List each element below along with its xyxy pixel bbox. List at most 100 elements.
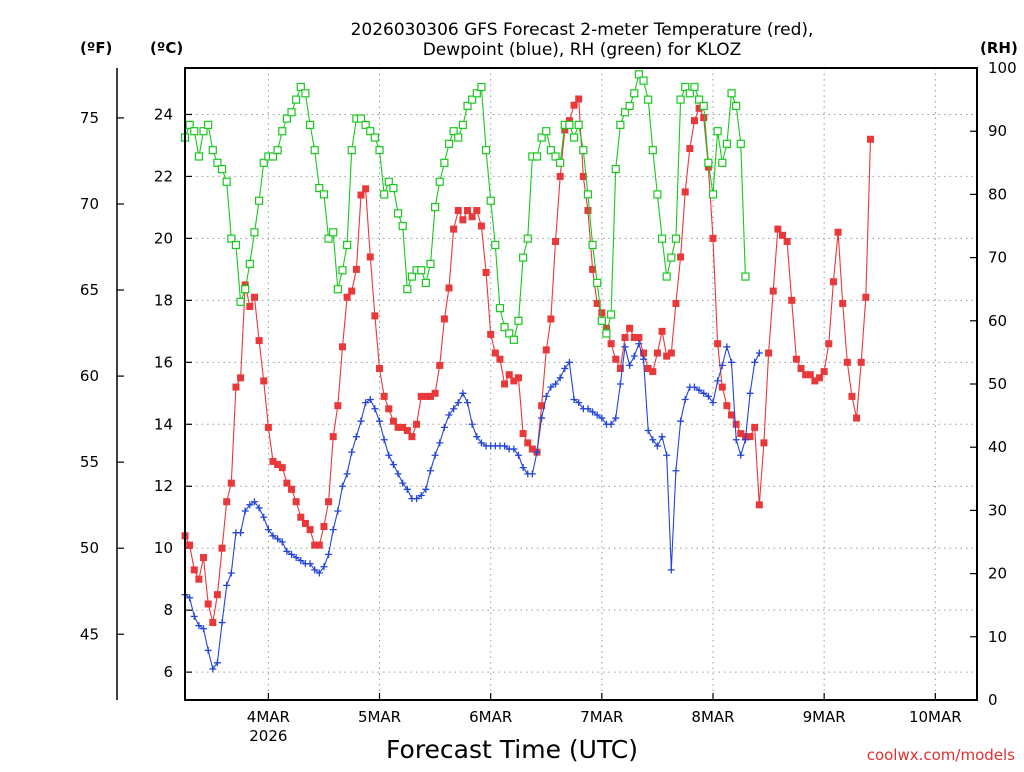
rh-point	[296, 82, 305, 92]
2-meter-temperature-point	[501, 380, 509, 388]
rh-point	[662, 272, 671, 281]
rh-point	[333, 285, 342, 294]
2-meter-temperature-point	[765, 349, 773, 357]
2-meter-temperature-point	[278, 464, 286, 472]
2-meter-temperature-point	[477, 222, 485, 230]
2-meter-temperature-point	[232, 383, 240, 391]
2-meter-temperature-point	[760, 439, 768, 447]
rh-point	[477, 82, 486, 92]
dewpoint-point	[320, 563, 328, 571]
2-meter-temperature-point	[422, 392, 430, 400]
dewpoint-point	[385, 451, 393, 459]
2-meter-temperature-point	[538, 402, 546, 410]
rh-point	[421, 278, 430, 287]
2-meter-temperature-point	[459, 216, 467, 224]
dewpoint-point	[334, 507, 342, 515]
dewpoint-point	[616, 380, 624, 388]
2-meter-temperature-point	[737, 430, 745, 438]
rh-point	[509, 335, 518, 344]
rh-point	[630, 89, 639, 98]
rh-point	[398, 221, 407, 231]
time-tick-label: 4MAR	[247, 708, 290, 726]
2-meter-temperature-point	[260, 377, 268, 385]
dewpoint-point	[255, 504, 263, 512]
rh-point	[213, 158, 222, 167]
dewpoint-point	[237, 529, 245, 537]
rh-point	[532, 152, 542, 161]
series-dewpoint	[181, 340, 763, 673]
2-meter-temperature-point	[528, 445, 536, 453]
dewpoint-point	[283, 547, 291, 555]
2-meter-temperature-point	[394, 423, 402, 431]
rh-point	[454, 133, 463, 142]
rh-point	[435, 177, 444, 186]
2-meter-temperature-point	[246, 303, 254, 311]
2-meter-temperature-point	[556, 172, 564, 180]
dewpoint-point	[227, 569, 235, 577]
rh-point	[695, 95, 704, 104]
2-meter-temperature-point	[672, 299, 680, 307]
2-meter-temperature-point	[690, 117, 698, 125]
rh-point	[583, 190, 593, 199]
rh-point	[625, 101, 634, 111]
2-meter-temperature-point	[426, 392, 434, 400]
rh-point	[644, 95, 653, 104]
2-meter-temperature-point	[338, 343, 346, 351]
dewpoint-point	[709, 399, 717, 407]
2-meter-temperature-point	[403, 426, 411, 434]
dewpoint-point	[315, 569, 323, 577]
dewpoint-point	[589, 408, 597, 416]
dewpoint-point	[746, 389, 754, 397]
celsius-tick-labels: 6 8 10 12 14 16 18 20 22 24	[154, 105, 192, 681]
dewpoint-point	[371, 405, 379, 413]
x-axis-title: Forecast Time (UTC)	[386, 735, 638, 764]
rh-tick-label: 40	[988, 438, 1007, 456]
rh-point	[444, 139, 454, 148]
rh-point	[569, 133, 579, 142]
2-meter-temperature-point	[223, 498, 231, 506]
dewpoint-point	[667, 566, 675, 574]
2-meter-temperature-point	[769, 287, 777, 295]
rh-tick-label: 60	[988, 312, 1007, 330]
2-meter-temperature-point	[255, 337, 263, 345]
celsius-tick-label: 10	[154, 539, 173, 557]
2-meter-temperature-point	[862, 293, 870, 301]
rh-point	[315, 183, 324, 193]
time-tick-label: 10MAR	[909, 708, 962, 726]
rh-tick-label: 30	[988, 501, 1007, 519]
dewpoint-point	[635, 340, 643, 348]
rh-point	[217, 165, 227, 174]
rh-point	[685, 89, 694, 98]
credit-link[interactable]: coolwx.com/models	[867, 746, 1015, 764]
rh-point	[505, 329, 514, 338]
dewpoint-point	[450, 405, 458, 413]
dewpoint-point	[278, 538, 286, 546]
dewpoint-point	[640, 355, 648, 363]
dewpoint-point	[250, 498, 258, 506]
rh-point	[648, 146, 657, 155]
2-meter-temperature-point	[570, 101, 578, 109]
celsius-tick-label: 6	[163, 663, 173, 681]
2-meter-temperature-point	[816, 374, 824, 382]
dewpoint-point	[260, 513, 268, 521]
rh-point	[472, 89, 481, 98]
dewpoint-point	[440, 423, 448, 431]
dewpoint-point	[376, 417, 384, 425]
2-meter-temperature-point	[866, 135, 874, 143]
rh-point	[523, 234, 532, 243]
rh-point	[194, 152, 203, 161]
2-meter-temperature-point	[362, 185, 370, 193]
dewpoint-point	[533, 448, 541, 456]
dewpoint-point	[246, 501, 254, 509]
series-rh	[180, 70, 750, 344]
2-meter-temperature-point	[630, 334, 638, 342]
dewpoint-point	[445, 411, 453, 419]
rh-point	[690, 82, 699, 92]
rh-tick-label: 100	[988, 59, 1017, 77]
rh-point	[417, 266, 426, 275]
fahrenheit-unit-label: (ºF)	[80, 39, 112, 57]
2-meter-temperature-point	[806, 371, 814, 379]
dewpoint-point	[329, 526, 337, 534]
